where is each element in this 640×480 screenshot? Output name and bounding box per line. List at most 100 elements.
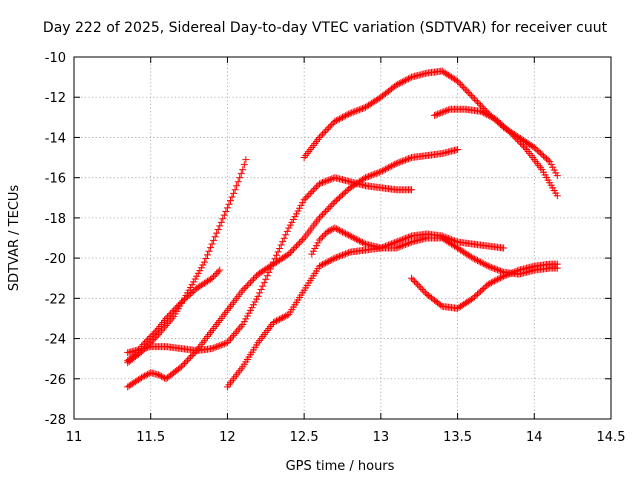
data-point bbox=[346, 232, 354, 240]
data-point bbox=[288, 247, 296, 255]
x-tick-label: 12 bbox=[219, 430, 236, 445]
data-point bbox=[398, 242, 406, 250]
x-tick-label: 11.5 bbox=[136, 430, 165, 445]
data-point bbox=[286, 248, 294, 256]
data-point bbox=[406, 74, 414, 82]
data-point bbox=[277, 314, 285, 322]
x-tick-label: 12.5 bbox=[290, 430, 319, 445]
data-point bbox=[355, 106, 363, 114]
data-point bbox=[383, 164, 391, 172]
data-point bbox=[420, 287, 428, 295]
data-point bbox=[325, 204, 333, 212]
data-point bbox=[273, 317, 281, 325]
data-point bbox=[174, 302, 182, 310]
data-point bbox=[378, 167, 386, 175]
data-point bbox=[306, 189, 314, 197]
data-point bbox=[225, 337, 233, 345]
data-point bbox=[234, 326, 242, 334]
data-point bbox=[222, 207, 230, 215]
data-point bbox=[285, 250, 293, 258]
data-point bbox=[335, 252, 343, 260]
data-point bbox=[217, 218, 225, 226]
data-point bbox=[470, 255, 478, 263]
data-point bbox=[319, 178, 327, 186]
data-point bbox=[259, 282, 267, 290]
data-point bbox=[478, 259, 486, 267]
x-tick-label: 14.5 bbox=[597, 430, 626, 445]
data-point bbox=[299, 236, 307, 244]
data-point bbox=[302, 194, 310, 202]
data-point bbox=[236, 324, 244, 332]
data-point bbox=[322, 177, 330, 185]
data-point bbox=[303, 193, 311, 201]
data-point bbox=[292, 242, 300, 250]
data-point bbox=[492, 276, 500, 284]
data-point bbox=[315, 180, 323, 188]
series-arc-6 bbox=[300, 67, 561, 180]
data-point bbox=[228, 193, 236, 201]
data-point bbox=[289, 245, 297, 253]
data-point bbox=[282, 231, 290, 239]
data-point bbox=[216, 342, 224, 350]
data-point bbox=[279, 314, 287, 322]
data-point bbox=[397, 242, 405, 250]
data-point bbox=[202, 255, 210, 263]
data-point bbox=[191, 348, 199, 356]
data-point bbox=[319, 130, 327, 138]
data-point bbox=[147, 333, 155, 341]
data-point bbox=[211, 343, 219, 351]
data-point bbox=[489, 114, 497, 122]
data-point bbox=[230, 189, 238, 197]
data-point bbox=[274, 248, 282, 256]
data-point bbox=[374, 169, 382, 177]
data-point bbox=[500, 272, 508, 280]
data-point bbox=[142, 371, 150, 379]
data-point bbox=[188, 351, 196, 359]
data-point bbox=[398, 236, 406, 244]
data-point bbox=[213, 343, 221, 351]
data-point bbox=[500, 244, 508, 252]
data-point bbox=[317, 132, 325, 140]
data-point bbox=[397, 79, 405, 87]
data-point bbox=[226, 197, 234, 205]
y-tick-label: -16 bbox=[45, 172, 66, 187]
data-point bbox=[325, 176, 333, 184]
data-point bbox=[489, 278, 497, 286]
data-point bbox=[296, 239, 304, 247]
data-point bbox=[231, 186, 239, 194]
data-point bbox=[380, 166, 388, 174]
data-point bbox=[148, 331, 156, 339]
data-point bbox=[432, 111, 440, 119]
data-point bbox=[332, 254, 340, 262]
data-point bbox=[213, 229, 221, 237]
data-point bbox=[242, 283, 250, 291]
data-point bbox=[486, 279, 494, 287]
data-point bbox=[521, 144, 529, 152]
data-point bbox=[340, 250, 348, 258]
data-point bbox=[464, 88, 472, 96]
data-point bbox=[277, 241, 285, 249]
data-point bbox=[305, 191, 313, 199]
data-point bbox=[345, 249, 353, 257]
data-point bbox=[352, 107, 360, 115]
data-point bbox=[230, 331, 238, 339]
data-point bbox=[400, 235, 408, 243]
data-point bbox=[242, 156, 250, 164]
data-point bbox=[236, 174, 244, 182]
data-point bbox=[493, 275, 501, 283]
data-point bbox=[354, 236, 362, 244]
data-point bbox=[205, 247, 213, 255]
data-point bbox=[234, 178, 242, 186]
data-point bbox=[506, 128, 514, 136]
data-point bbox=[332, 117, 340, 125]
data-point bbox=[492, 265, 500, 273]
data-point bbox=[315, 133, 323, 141]
data-point bbox=[484, 262, 492, 270]
data-point bbox=[472, 256, 480, 264]
data-point bbox=[365, 172, 373, 180]
data-point bbox=[351, 234, 359, 242]
data-point bbox=[489, 264, 497, 272]
data-point bbox=[340, 113, 348, 121]
data-point bbox=[282, 312, 290, 320]
data-point bbox=[164, 313, 172, 321]
